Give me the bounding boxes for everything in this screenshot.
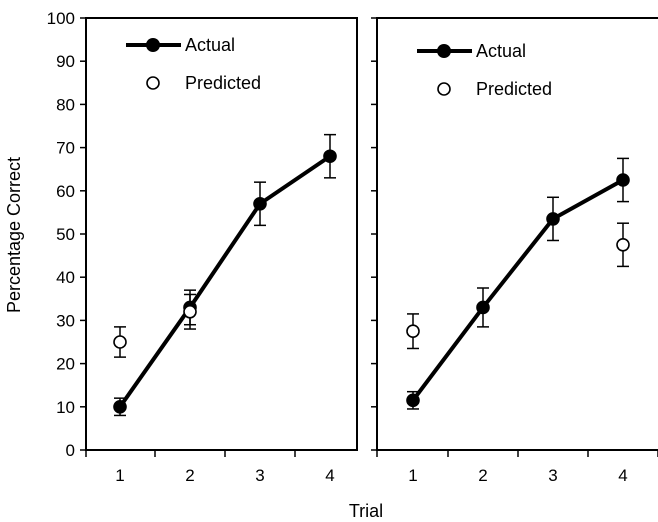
x-tick-label: 4 xyxy=(325,466,334,485)
legend-marker-predicted xyxy=(437,82,451,96)
data-point-predicted xyxy=(616,238,630,252)
data-point-actual xyxy=(616,173,630,187)
y-tick-label: 20 xyxy=(56,355,75,374)
x-tick-label: 1 xyxy=(115,466,124,485)
series-line-actual xyxy=(411,178,624,402)
data-point-predicted xyxy=(183,304,197,319)
legend-label-actual: Actual xyxy=(476,41,526,61)
series-predicted xyxy=(406,222,630,350)
y-tick-label: 70 xyxy=(56,139,75,158)
x-tick-label: 4 xyxy=(618,466,627,485)
y-tick-label: 10 xyxy=(56,398,75,417)
legend-label-actual: Actual xyxy=(185,35,235,55)
data-point-actual xyxy=(323,149,337,164)
x-axis-title: Trial xyxy=(349,501,383,521)
data-point-predicted xyxy=(406,324,420,339)
x-tick-label: 2 xyxy=(478,466,487,485)
y-tick-label: 100 xyxy=(47,9,75,28)
data-point-predicted xyxy=(113,335,127,349)
series-predicted xyxy=(113,293,197,358)
y-axis-title: Percentage Correct xyxy=(4,157,24,313)
y-tick-label: 40 xyxy=(56,268,75,287)
series-actual xyxy=(113,133,337,417)
x-tick-label: 3 xyxy=(548,466,557,485)
legend-label-predicted: Predicted xyxy=(476,79,552,99)
y-tick-label: 60 xyxy=(56,182,75,201)
data-point-actual xyxy=(253,196,267,211)
data-point-actual xyxy=(113,399,127,414)
legend-label-predicted: Predicted xyxy=(185,73,261,93)
legend-marker-actual xyxy=(146,38,160,52)
data-point-actual xyxy=(546,212,560,226)
legend: Actual Predicted xyxy=(417,41,552,99)
series-line-actual xyxy=(118,154,332,408)
panel-1: 0 10 20 30 40 50 60 70 80 90 100 1 2 3 4 Actual Predicte… xyxy=(47,9,358,485)
y-tick-label: 0 xyxy=(66,441,75,460)
legend-marker-actual xyxy=(437,44,451,58)
y-tick-label: 80 xyxy=(56,95,75,114)
x-tick-label: 1 xyxy=(408,466,417,485)
data-point-actual xyxy=(406,393,420,408)
plot-area: 0 10 20 30 40 50 60 70 80 90 100 1 2 3 4 Actual Predicte… xyxy=(47,9,658,485)
panel-2: 1 2 3 4 Actual Predicted xyxy=(371,17,658,485)
x-tick-label: 3 xyxy=(255,466,264,485)
data-point-actual xyxy=(476,300,490,315)
legend-marker-predicted xyxy=(146,76,160,90)
y-tick-label: 30 xyxy=(56,311,75,330)
legend: Actual Predicted xyxy=(126,35,261,93)
y-tick-label: 90 xyxy=(56,52,75,71)
y-tick-label: 50 xyxy=(56,225,75,244)
series-actual xyxy=(406,157,630,410)
x-tick-label: 2 xyxy=(185,466,194,485)
